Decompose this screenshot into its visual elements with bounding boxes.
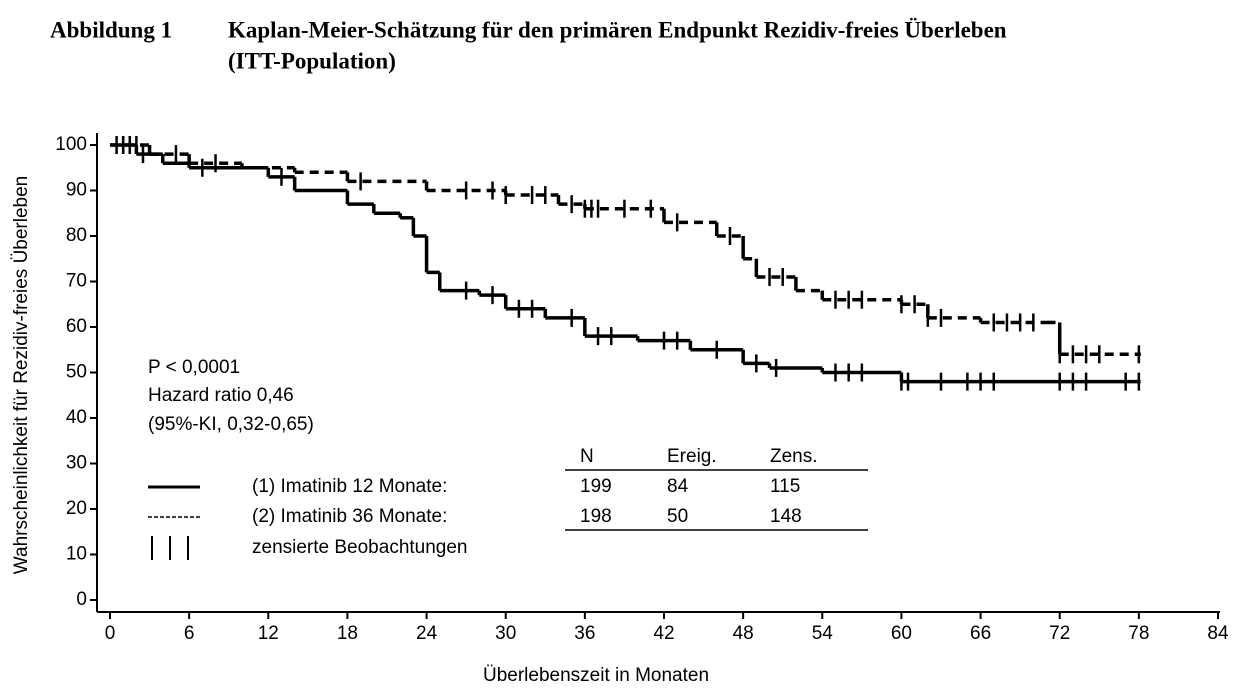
table-cell: 84	[667, 476, 689, 497]
x-tick-label: 84	[1207, 623, 1229, 644]
x-tick-label: 0	[105, 623, 116, 644]
x-tick-label: 18	[337, 623, 358, 644]
chart-title: Kaplan-Meier-Schätzung für den primären …	[228, 17, 1007, 42]
table-cell: 115	[770, 476, 800, 497]
table-cell: 50	[667, 506, 688, 527]
table-header: N	[580, 446, 594, 467]
y-tick-label: 30	[66, 453, 87, 474]
x-tick-label: 54	[812, 623, 834, 644]
y-tick-label: 10	[66, 544, 87, 565]
annotation: (95%-KI, 0,32-0,65)	[148, 414, 314, 435]
figure-label: Abbildung 1	[50, 17, 172, 42]
chart-subtitle: (ITT-Population)	[228, 48, 396, 73]
x-tick-label: 24	[416, 623, 438, 644]
y-tick-label: 20	[66, 498, 87, 519]
x-tick-label: 36	[574, 623, 595, 644]
x-tick-label: 30	[495, 623, 516, 644]
x-tick-label: 66	[970, 623, 991, 644]
y-tick-label: 70	[66, 271, 87, 292]
table-header: Zens.	[770, 446, 818, 467]
y-tick-label: 60	[66, 316, 87, 337]
x-tick-label: 78	[1128, 623, 1149, 644]
annotation: P < 0,0001	[148, 357, 240, 378]
table-cell: 199	[580, 476, 612, 497]
y-tick-label: 0	[76, 589, 87, 610]
censor-legend-label: zensierte Beobachtungen	[252, 537, 468, 558]
x-tick-label: 42	[653, 623, 674, 644]
x-tick-label: 60	[891, 623, 912, 644]
y-tick-label: 90	[66, 180, 87, 201]
table-cell: 148	[770, 506, 802, 527]
legend-label: (2) Imatinib 36 Monate:	[252, 506, 447, 527]
x-tick-label: 6	[184, 623, 195, 644]
y-tick-label: 100	[55, 134, 87, 155]
x-tick-label: 48	[733, 623, 754, 644]
y-tick-label: 40	[66, 407, 87, 428]
legend-label: (1) Imatinib 12 Monate:	[252, 476, 447, 497]
y-tick-label: 50	[66, 362, 87, 383]
x-tick-label: 12	[258, 623, 279, 644]
y-axis-label: Wahrscheinlichkeit für Rezidiv-freies Üb…	[11, 176, 32, 574]
table-cell: 198	[580, 506, 612, 527]
y-tick-label: 80	[66, 225, 87, 246]
x-axis-label: Überlebenszeit in Monaten	[483, 665, 709, 686]
x-tick-label: 72	[1049, 623, 1070, 644]
table-header: Ereig.	[667, 446, 717, 467]
annotation: Hazard ratio 0,46	[148, 385, 294, 406]
